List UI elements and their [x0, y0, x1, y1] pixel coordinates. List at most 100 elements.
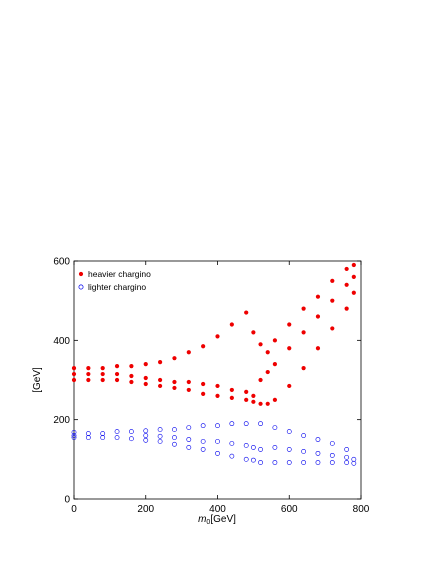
data-point: [244, 310, 249, 315]
data-point: [129, 364, 134, 369]
data-point: [143, 362, 148, 367]
data-point: [172, 441, 177, 447]
x-tick-label: 800: [353, 504, 370, 515]
data-point: [100, 431, 106, 436]
y-tick-label: 600: [53, 257, 70, 268]
data-point: [114, 435, 120, 440]
data-point: [243, 456, 249, 462]
data-point: [128, 429, 134, 434]
data-point: [272, 460, 278, 465]
data-point: [251, 399, 256, 404]
data-point: [265, 350, 270, 355]
data-point: [243, 443, 249, 448]
y-axis-label: [GeV]: [32, 367, 43, 393]
data-point: [272, 445, 278, 450]
data-point: [265, 369, 270, 375]
data-point: [157, 427, 163, 432]
data-point: [315, 346, 321, 351]
legend: heavier chargino lighter chargino: [78, 269, 151, 292]
data-point: [229, 387, 234, 393]
data-point: [315, 450, 321, 456]
data-point: [301, 448, 306, 454]
data-point: [258, 342, 263, 347]
data-point: [215, 439, 220, 444]
x-axis-label: m0[GeV]: [198, 514, 236, 526]
data-point: [229, 395, 234, 400]
legend-label-lighter: lighter chargino: [88, 282, 146, 292]
data-point: [172, 356, 177, 361]
data-point: [186, 387, 191, 393]
data-point: [200, 439, 206, 444]
data-point: [315, 460, 321, 465]
data-point: [71, 366, 77, 371]
data-point: [100, 435, 106, 440]
data-point: [143, 437, 149, 443]
data-point: [330, 278, 335, 283]
data-point: [344, 460, 350, 465]
x-axis-unit: [GeV]: [210, 514, 236, 525]
y-tick-label: 200: [53, 415, 70, 426]
data-point: [172, 385, 177, 391]
data-point: [351, 262, 356, 268]
data-point: [329, 460, 335, 465]
data-point: [265, 401, 270, 406]
data-point: [286, 429, 292, 434]
data-point: [158, 360, 163, 365]
data-point: [287, 346, 292, 351]
data-point: [258, 460, 263, 465]
data-point: [272, 338, 277, 343]
data-point: [86, 371, 91, 377]
data-point: [128, 436, 134, 442]
data-point: [172, 427, 177, 432]
data-points: [71, 262, 357, 466]
data-point: [315, 314, 321, 319]
data-point: [251, 330, 256, 335]
data-point: [186, 379, 191, 385]
data-point: [114, 371, 120, 377]
data-point: [272, 397, 277, 402]
data-point: [229, 322, 234, 327]
data-point: [200, 423, 206, 429]
data-point: [272, 425, 278, 430]
data-point: [215, 334, 220, 339]
data-point: [71, 433, 77, 438]
data-point: [250, 445, 256, 450]
data-point: [329, 452, 335, 458]
data-point: [85, 431, 91, 436]
data-point: [286, 447, 292, 452]
data-point: [157, 433, 163, 439]
data-point: [243, 421, 249, 427]
x-tick-label: 0: [71, 504, 77, 515]
axis-ticks: 0 200 400 600 800 0 200 400 600: [53, 257, 369, 516]
data-point: [215, 423, 220, 429]
data-point: [351, 290, 356, 295]
data-point: [71, 435, 77, 440]
data-point: [258, 421, 263, 427]
data-point: [287, 383, 292, 389]
data-point: [100, 377, 105, 383]
data-point: [186, 437, 192, 442]
data-point: [330, 326, 335, 331]
data-point: [351, 456, 357, 462]
data-point: [158, 383, 163, 389]
data-point: [86, 366, 91, 371]
data-point: [143, 428, 149, 434]
data-point: [344, 454, 350, 460]
data-point: [129, 379, 134, 385]
data-point: [351, 460, 357, 466]
data-point: [85, 435, 91, 440]
data-point: [158, 377, 163, 383]
x-tick-label: 400: [209, 504, 226, 515]
data-point: [100, 371, 105, 377]
data-point: [272, 362, 277, 367]
data-point: [250, 457, 256, 463]
data-point: [143, 433, 149, 438]
data-point: [301, 330, 306, 335]
data-point: [114, 364, 120, 369]
data-point: [201, 391, 206, 396]
data-point: [344, 282, 349, 287]
data-point: [229, 453, 235, 459]
data-point: [301, 433, 306, 438]
data-point: [215, 383, 220, 389]
